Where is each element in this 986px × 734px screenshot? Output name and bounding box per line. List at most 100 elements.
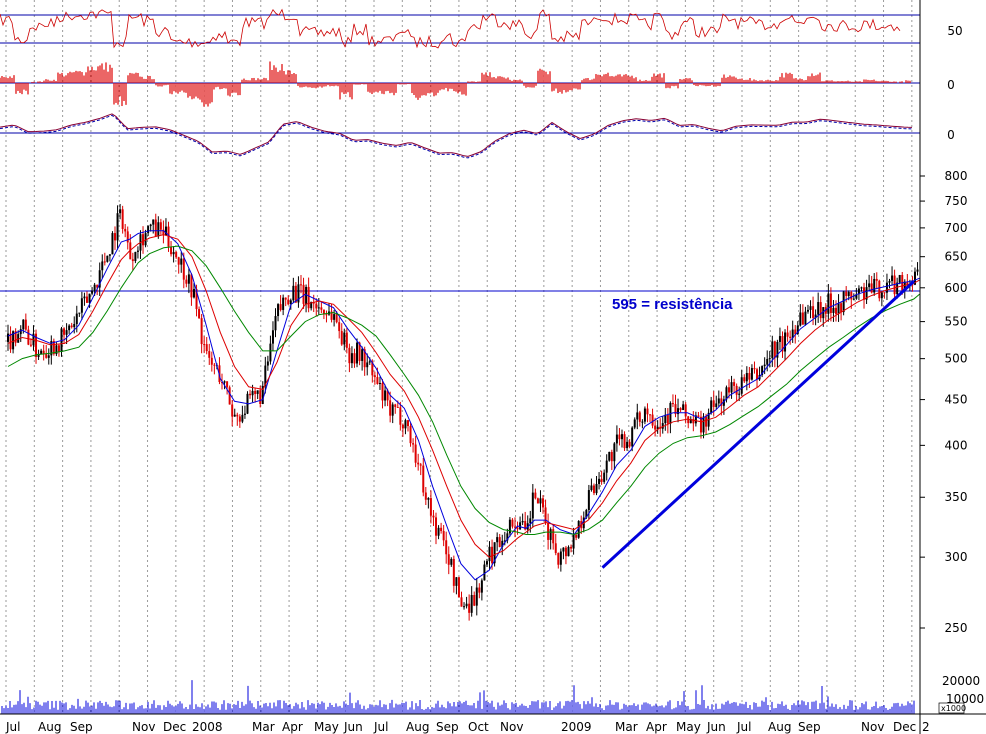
candle-body [641,421,644,423]
candle-body [266,361,269,366]
candle-body [40,350,43,354]
candle-body [822,307,825,319]
candle-body [605,460,608,473]
candle-body [835,307,837,314]
candle-body [371,361,374,376]
candle-body [819,302,822,319]
candle-body [192,289,195,298]
candle-body [643,408,646,422]
candle-body [677,408,680,415]
candle-body [852,298,855,300]
candle-body [172,252,175,255]
candle-body [875,278,878,281]
candle-body [715,403,718,407]
candle-body [664,414,667,424]
candle-body [366,362,369,368]
candle-body [233,414,236,417]
candle-body [200,318,203,345]
candle-body [106,255,109,262]
candle-body [345,332,348,348]
oscillator-axis-label: 50 [947,24,962,38]
candle-body [722,399,725,406]
candle-body [529,518,532,524]
candle-body [22,319,25,330]
candle-body [460,597,463,607]
candle-body [134,251,137,262]
candle-body [198,309,201,319]
candle-body [883,292,886,294]
macd-signal-line [0,114,913,159]
candle-body [35,333,38,357]
candle-body [626,441,629,449]
moving-average-line [7,234,920,558]
candle-body [842,291,845,313]
candle-body [699,416,702,433]
candle-body [73,323,76,328]
candle-body [164,226,167,236]
candle-body [396,406,399,408]
candle-body [761,366,764,375]
candle-body [906,281,909,286]
month-label: Apr [646,720,667,734]
candle-body [394,404,397,407]
candle-body [513,526,516,528]
candle-body [42,350,45,355]
candle-body [320,307,323,310]
candle-body [801,312,804,325]
candle-body [182,258,185,280]
candle-body [620,434,623,440]
candle-body [111,233,114,255]
candle-body [870,283,873,293]
month-label: Jul [736,720,751,734]
candle-body [338,322,341,332]
candle-body [702,416,705,433]
candle-body [559,551,562,565]
candle-body [717,398,720,404]
candle-body [7,333,9,342]
candle-body [98,270,101,288]
candle-body [422,465,425,493]
candle-body [796,325,799,335]
candle-body [572,534,575,549]
candle-body [162,229,165,236]
candle-body [391,404,394,416]
candle-body [307,286,310,309]
candle-body [68,325,71,331]
candle-body [544,507,547,523]
candle-body [768,358,771,360]
candle-body [223,381,226,383]
candle-body [131,259,134,262]
candle-body [177,257,180,265]
candle-body [547,522,550,540]
candle-body [549,529,552,540]
candle-body [847,292,850,296]
candle-body [666,414,669,424]
candle-body [9,333,12,350]
candle-body [817,302,820,315]
candle-body [251,390,254,396]
candle-body [274,316,277,331]
price-tick-label: 800 [945,169,968,183]
candle-body [429,498,432,516]
candle-body [284,297,287,300]
candle-body [83,296,86,299]
month-label: 2009 [561,720,592,734]
candle-body [570,546,573,549]
candle-body [144,233,147,246]
candle-body [157,222,160,237]
histogram-axis-label: 0 [947,78,955,92]
candle-body [806,309,809,312]
candle-body [804,311,807,325]
candle-body [577,521,580,538]
candle-body [501,540,504,548]
month-label: Nov [132,720,155,734]
candle-body [208,351,211,358]
candle-body [238,416,241,422]
candle-body [114,233,117,241]
candle-body [180,258,183,265]
candle-body [17,334,20,343]
candle-body [689,419,692,424]
candle-body [567,546,570,557]
